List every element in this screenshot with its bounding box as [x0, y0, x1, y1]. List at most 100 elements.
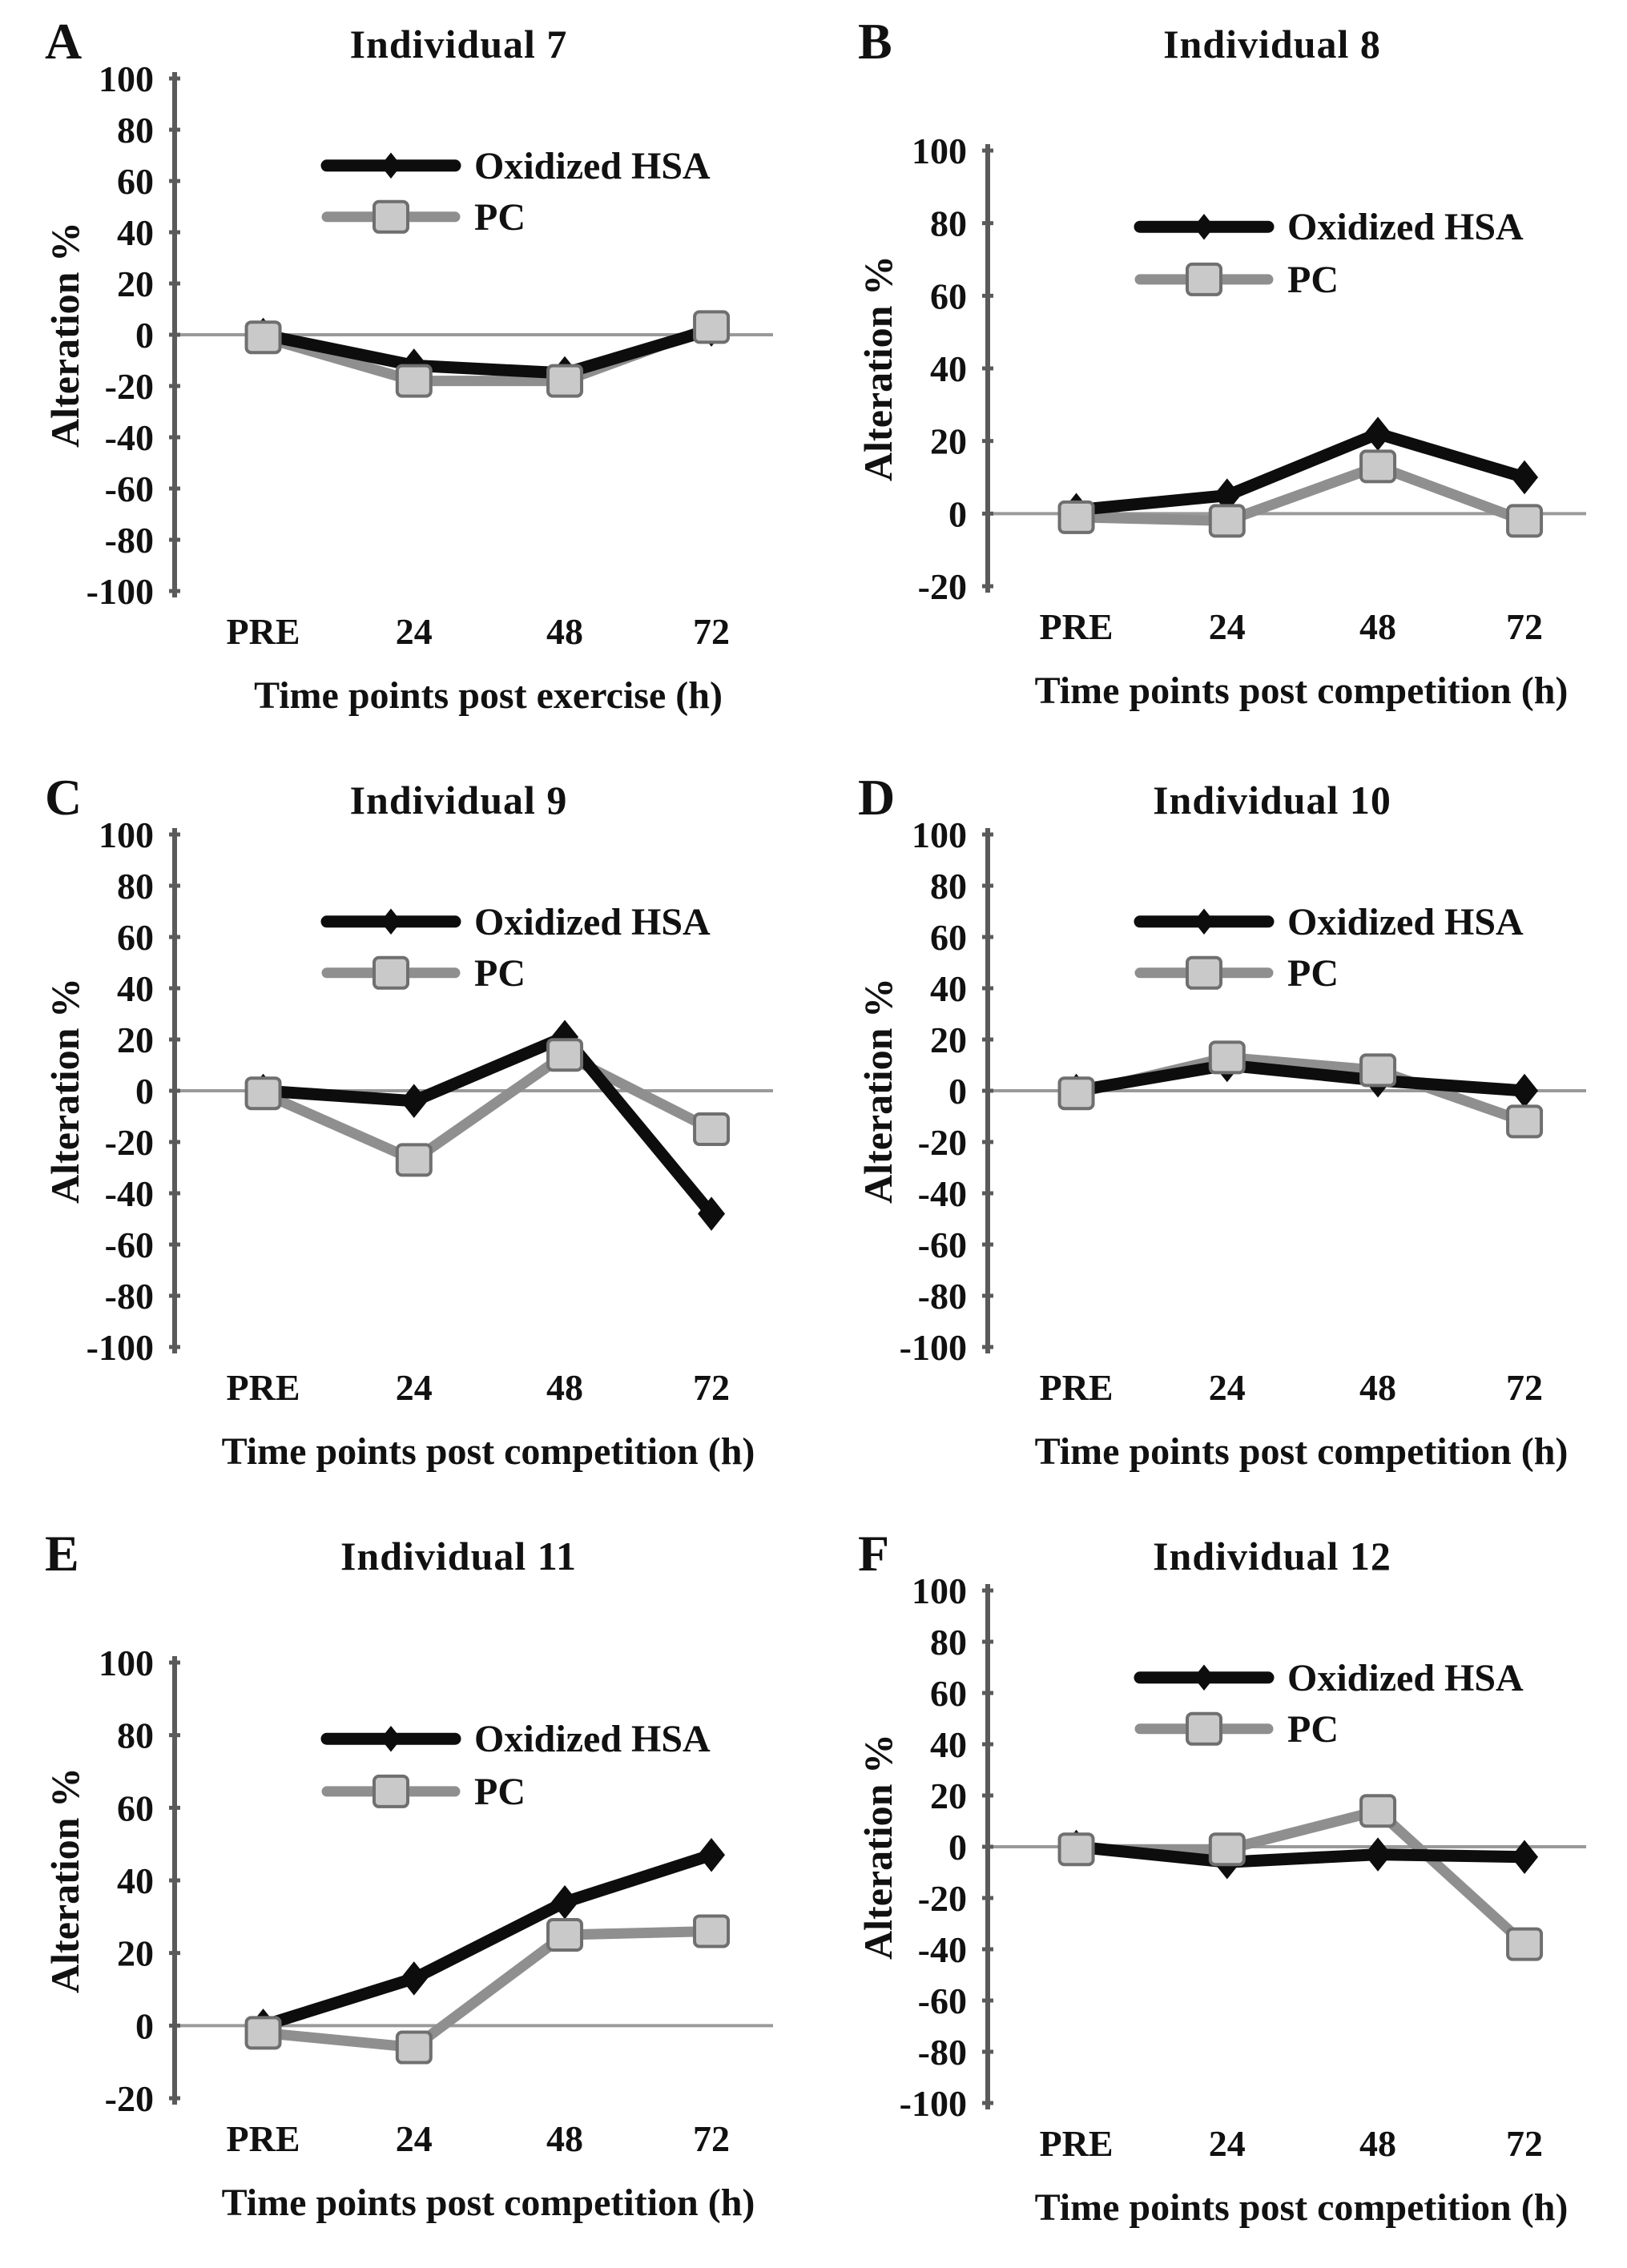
svg-text:Alteration %: Alteration % — [42, 978, 87, 1204]
panel-c: C Individual 9 100 80 60 40 20 0 -20 -40 -60 -80 -… — [32, 769, 781, 1499]
svg-text:72: 72 — [1506, 606, 1543, 647]
svg-text:20: 20 — [117, 1019, 154, 1060]
svg-text:PRE: PRE — [227, 2118, 300, 2159]
svg-text:Oxidized HSA: Oxidized HSA — [1287, 901, 1524, 943]
svg-text:60: 60 — [117, 917, 154, 958]
svg-text:-20: -20 — [105, 366, 154, 407]
svg-text:-80: -80 — [105, 520, 154, 561]
panel-c-letter: C — [45, 769, 83, 826]
svg-text:100: 100 — [99, 1643, 154, 1683]
svg-text:60: 60 — [117, 161, 154, 202]
svg-text:Time points post competition (: Time points post competition (h) — [222, 1430, 755, 1473]
panel-c-chart: 100 80 60 40 20 0 -20 -40 -60 -80 -100 PRE 24 48 72 Tim… — [42, 814, 773, 1473]
svg-text:100: 100 — [912, 131, 967, 171]
svg-text:Time points post competition (: Time points post competition (h) — [1035, 670, 1569, 712]
svg-text:PC: PC — [1287, 952, 1339, 995]
svg-text:40: 40 — [117, 968, 154, 1009]
svg-text:Alteration %: Alteration % — [856, 1734, 900, 1960]
svg-text:-20: -20 — [918, 1878, 967, 1919]
svg-text:-60: -60 — [105, 468, 154, 509]
svg-text:100: 100 — [99, 58, 154, 99]
svg-text:80: 80 — [930, 1622, 967, 1663]
svg-text:0: 0 — [135, 2005, 154, 2046]
svg-text:Alteration %: Alteration % — [42, 222, 87, 448]
svg-text:24: 24 — [1209, 606, 1246, 647]
svg-text:Oxidized HSA: Oxidized HSA — [474, 145, 711, 187]
panel-f-title: Individual 12 — [1153, 1534, 1391, 1578]
svg-text:-40: -40 — [918, 1929, 967, 1970]
svg-text:-20: -20 — [918, 1122, 967, 1163]
svg-text:0: 0 — [135, 1071, 154, 1112]
svg-text:Oxidized HSA: Oxidized HSA — [1287, 1657, 1524, 1699]
svg-text:-20: -20 — [105, 1122, 154, 1163]
svg-text:40: 40 — [930, 348, 967, 389]
svg-text:48: 48 — [546, 2118, 583, 2159]
svg-text:40: 40 — [117, 212, 154, 253]
svg-text:0: 0 — [948, 1071, 967, 1112]
svg-text:-20: -20 — [918, 566, 967, 607]
svg-text:Oxidized HSA: Oxidized HSA — [474, 901, 711, 943]
svg-text:-60: -60 — [918, 1980, 967, 2021]
svg-text:60: 60 — [930, 275, 967, 316]
panel-b-letter: B — [858, 13, 892, 70]
svg-text:48: 48 — [1359, 2123, 1396, 2164]
svg-text:-80: -80 — [918, 2032, 967, 2073]
svg-text:20: 20 — [117, 1933, 154, 1974]
svg-text:Time points post competition (: Time points post competition (h) — [222, 2182, 755, 2224]
svg-text:-40: -40 — [105, 417, 154, 458]
svg-text:-80: -80 — [105, 1276, 154, 1317]
svg-text:PC: PC — [474, 196, 526, 239]
svg-text:72: 72 — [1506, 2123, 1543, 2164]
svg-text:100: 100 — [99, 814, 154, 855]
svg-text:24: 24 — [1209, 2123, 1246, 2164]
svg-text:PRE: PRE — [227, 1367, 300, 1408]
svg-text:PC: PC — [474, 952, 526, 995]
svg-text:PC: PC — [1287, 259, 1339, 301]
svg-text:-20: -20 — [105, 2078, 154, 2119]
panel-b-chart: 100 80 60 40 20 0 -20 PRE 24 48 72 Time points post… — [856, 131, 1586, 712]
svg-text:-40: -40 — [105, 1173, 154, 1214]
svg-text:24: 24 — [1209, 1367, 1246, 1408]
svg-text:-40: -40 — [918, 1173, 967, 1214]
panel-d: D Individual 10 100 80 60 40 20 0 -20 -40 -60 -80… — [845, 769, 1595, 1499]
panel-b: B Individual 8 100 80 60 40 20 0 -20 PRE 24 48 72 T… — [845, 13, 1595, 743]
svg-text:PRE: PRE — [1040, 1367, 1114, 1408]
svg-text:Alteration %: Alteration % — [42, 1767, 87, 1993]
svg-text:48: 48 — [1359, 1367, 1396, 1408]
panel-a-chart: 100 80 60 40 20 0 -20 -40 -60 -80 -100 PRE 24 48 72 Tim… — [42, 58, 773, 717]
panel-e: E Individual 11 100 80 60 40 20 0 -20 PRE 24 48 72… — [32, 1525, 781, 2255]
svg-text:PC: PC — [474, 1771, 526, 1813]
svg-text:-60: -60 — [918, 1224, 967, 1265]
svg-text:60: 60 — [930, 1673, 967, 1714]
svg-text:PC: PC — [1287, 1708, 1339, 1751]
svg-text:72: 72 — [693, 1367, 730, 1408]
svg-text:-60: -60 — [105, 1224, 154, 1265]
svg-text:100: 100 — [912, 1570, 967, 1611]
svg-text:PRE: PRE — [227, 611, 300, 652]
svg-text:PRE: PRE — [1040, 606, 1114, 647]
svg-text:20: 20 — [930, 421, 967, 462]
panel-e-letter: E — [45, 1525, 79, 1582]
svg-text:40: 40 — [117, 1860, 154, 1901]
svg-text:Alteration %: Alteration % — [856, 978, 900, 1204]
panel-e-title: Individual 11 — [340, 1534, 578, 1578]
svg-text:24: 24 — [396, 1367, 433, 1408]
svg-text:Time points post competition (: Time points post competition (h) — [1035, 1430, 1569, 1473]
svg-text:Alteration %: Alteration % — [856, 255, 900, 481]
panel-f: F Individual 12 100 80 60 40 20 0 -20 -40 -60 -80… — [845, 1525, 1595, 2255]
svg-text:80: 80 — [930, 866, 967, 907]
svg-text:80: 80 — [117, 110, 154, 151]
svg-text:100: 100 — [912, 814, 967, 855]
svg-text:Oxidized HSA: Oxidized HSA — [474, 1718, 711, 1760]
svg-text:-80: -80 — [918, 1276, 967, 1317]
svg-text:0: 0 — [135, 315, 154, 356]
panel-d-chart: 100 80 60 40 20 0 -20 -40 -60 -80 -100 PRE 24 48 72 Tim… — [856, 814, 1586, 1473]
panel-f-chart: 100 80 60 40 20 0 -20 -40 -60 -80 -100 PRE 24 48 72 Tim… — [856, 1570, 1586, 2229]
panel-a-title: Individual 7 — [349, 22, 568, 66]
svg-text:48: 48 — [546, 611, 583, 652]
svg-text:40: 40 — [930, 1724, 967, 1765]
svg-text:48: 48 — [546, 1367, 583, 1408]
svg-text:24: 24 — [396, 611, 433, 652]
svg-text:-100: -100 — [900, 2083, 967, 2124]
